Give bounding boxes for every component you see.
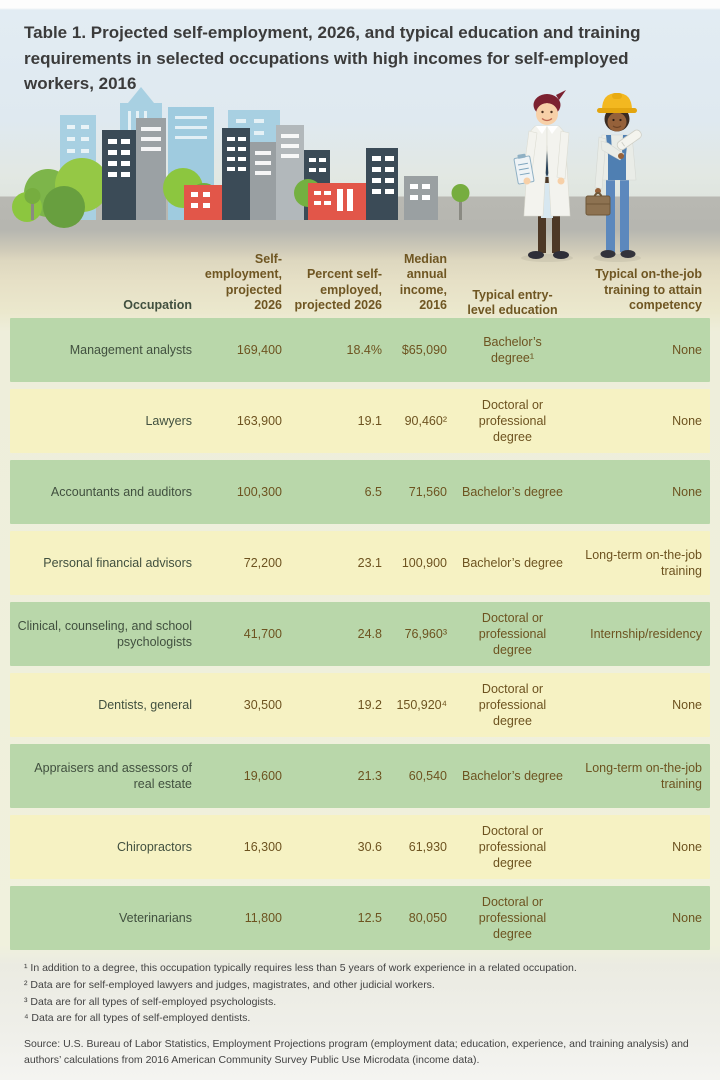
table-row: Management analysts 169,400 18.4% $65,09…: [10, 318, 710, 382]
header-self-employment: Self-employment, projected 2026: [204, 252, 282, 312]
education-cell: Doctoral or professional degree: [478, 397, 547, 445]
self-employment-cell: 100,300: [236, 484, 282, 499]
training-cell: None: [672, 839, 702, 854]
self-employment-cell: 16,300: [243, 839, 282, 854]
header-median-income: Median annual income, 2016: [399, 252, 447, 312]
footnote-2: ² Data are for self-employed lawyers and…: [24, 978, 435, 991]
self-employment-cell: 169,400: [236, 342, 282, 357]
education-cell: Doctoral or professional degree: [478, 610, 547, 658]
source-line: Source: U.S. Bureau of Labor Statistics,…: [24, 1038, 689, 1066]
training-cell: Long-term on-the-job training: [585, 547, 702, 578]
income-cell: 100,900: [401, 555, 447, 570]
table-row: Chiropractors 16,300 30.6 61,930 Doctora…: [10, 815, 710, 879]
income-cell: $65,090: [401, 342, 447, 357]
income-cell: 76,960³: [404, 626, 447, 641]
training-cell: Long-term on-the-job training: [585, 760, 702, 791]
self-employment-cell: 19,600: [243, 768, 282, 783]
income-cell: 61,930: [408, 839, 447, 854]
projections-table: Occupation Self-employment, projected 20…: [10, 240, 710, 957]
notes-section: ¹ In addition to a degree, this occupati…: [24, 960, 698, 1069]
education-cell: Bachelor’s degree: [462, 768, 563, 783]
table-row: Dentists, general 30,500 19.2 150,920⁴ D…: [10, 673, 710, 737]
education-cell: Bachelor’s degree: [462, 555, 563, 570]
education-cell: Doctoral or professional degree: [478, 681, 547, 729]
occupation-cell: Veterinarians: [119, 910, 192, 925]
percent-cell: 30.6: [357, 839, 382, 854]
header-on-the-job-training: Typical on-the-job training to attain co…: [595, 267, 702, 312]
table-row: Clinical, counseling, and school psychol…: [10, 602, 710, 666]
training-cell: None: [672, 910, 702, 925]
percent-cell: 18.4%: [346, 342, 382, 357]
city-skyline-icon: [12, 87, 470, 228]
header-percent-self-employed: Percent self-employed, projected 2026: [294, 267, 382, 312]
income-cell: 150,920⁴: [396, 697, 447, 712]
education-cell: Doctoral or professional degree: [478, 894, 547, 942]
occupation-cell: Clinical, counseling, and school psychol…: [17, 618, 192, 649]
income-cell: 90,460²: [404, 413, 447, 428]
percent-cell: 6.5: [364, 484, 382, 499]
occupation-cell: Appraisers and assessors of real estate: [34, 760, 192, 791]
percent-cell: 19.1: [357, 413, 382, 428]
table-header-row: Occupation Self-employment, projected 20…: [10, 240, 710, 318]
training-cell: None: [672, 413, 702, 428]
tree-icon: [12, 158, 109, 228]
percent-cell: 24.8: [357, 626, 382, 641]
income-cell: 80,050: [408, 910, 447, 925]
training-cell: None: [672, 342, 702, 357]
table-row: Accountants and auditors 100,300 6.5 71,…: [10, 460, 710, 524]
doctor-figure-icon: [513, 90, 573, 262]
occupation-cell: Management analysts: [69, 342, 192, 357]
occupation-cell: Chiropractors: [116, 839, 192, 854]
income-cell: 60,540: [408, 768, 447, 783]
footnote-1: ¹ In addition to a degree, this occupati…: [24, 962, 577, 974]
table-row: Personal financial advisors 72,200 23.1 …: [10, 531, 710, 595]
city-skyline-illustration: [12, 87, 642, 262]
occupation-cell: Personal financial advisors: [43, 555, 192, 570]
page-title: Table 1. Projected self-employment, 2026…: [24, 23, 641, 93]
tree-icon: [24, 188, 41, 220]
occupation-cell: Accountants and auditors: [50, 484, 192, 499]
training-cell: Internship/residency: [590, 626, 702, 641]
table-row: Veterinarians 11,800 12.5 80,050 Doctora…: [10, 886, 710, 950]
occupation-cell: Dentists, general: [98, 697, 192, 712]
self-employment-cell: 163,900: [236, 413, 282, 428]
footnote-4: ⁴ Data are for all types of self-employe…: [24, 1012, 251, 1025]
self-employment-cell: 72,200: [243, 555, 282, 570]
percent-cell: 12.5: [357, 910, 382, 925]
tree-icon: [451, 184, 470, 220]
self-employment-cell: 11,800: [244, 910, 282, 925]
header-entry-education: Typical entry-level education: [467, 287, 558, 317]
table-row: Appraisers and assessors of real estate …: [10, 744, 710, 808]
training-cell: None: [672, 697, 702, 712]
self-employment-cell: 41,700: [243, 626, 282, 641]
education-cell: Doctoral or professional degree: [478, 823, 547, 871]
percent-cell: 23.1: [357, 555, 382, 570]
education-cell: Bachelor’s degree: [462, 484, 563, 499]
occupation-cell: Lawyers: [145, 413, 192, 428]
header-occupation: Occupation: [123, 297, 192, 312]
percent-cell: 21.3: [357, 768, 382, 783]
footnote-3: ³ Data are for all types of self-employe…: [24, 995, 277, 1008]
table-row: Lawyers 163,900 19.1 90,460² Doctoral or…: [10, 389, 710, 453]
percent-cell: 19.2: [357, 697, 382, 712]
training-cell: None: [672, 484, 702, 499]
self-employment-cell: 30,500: [243, 697, 282, 712]
education-cell: Bachelor’s degree¹: [483, 334, 542, 365]
construction-worker-figure-icon: [585, 93, 642, 262]
income-cell: 71,560: [408, 484, 447, 499]
